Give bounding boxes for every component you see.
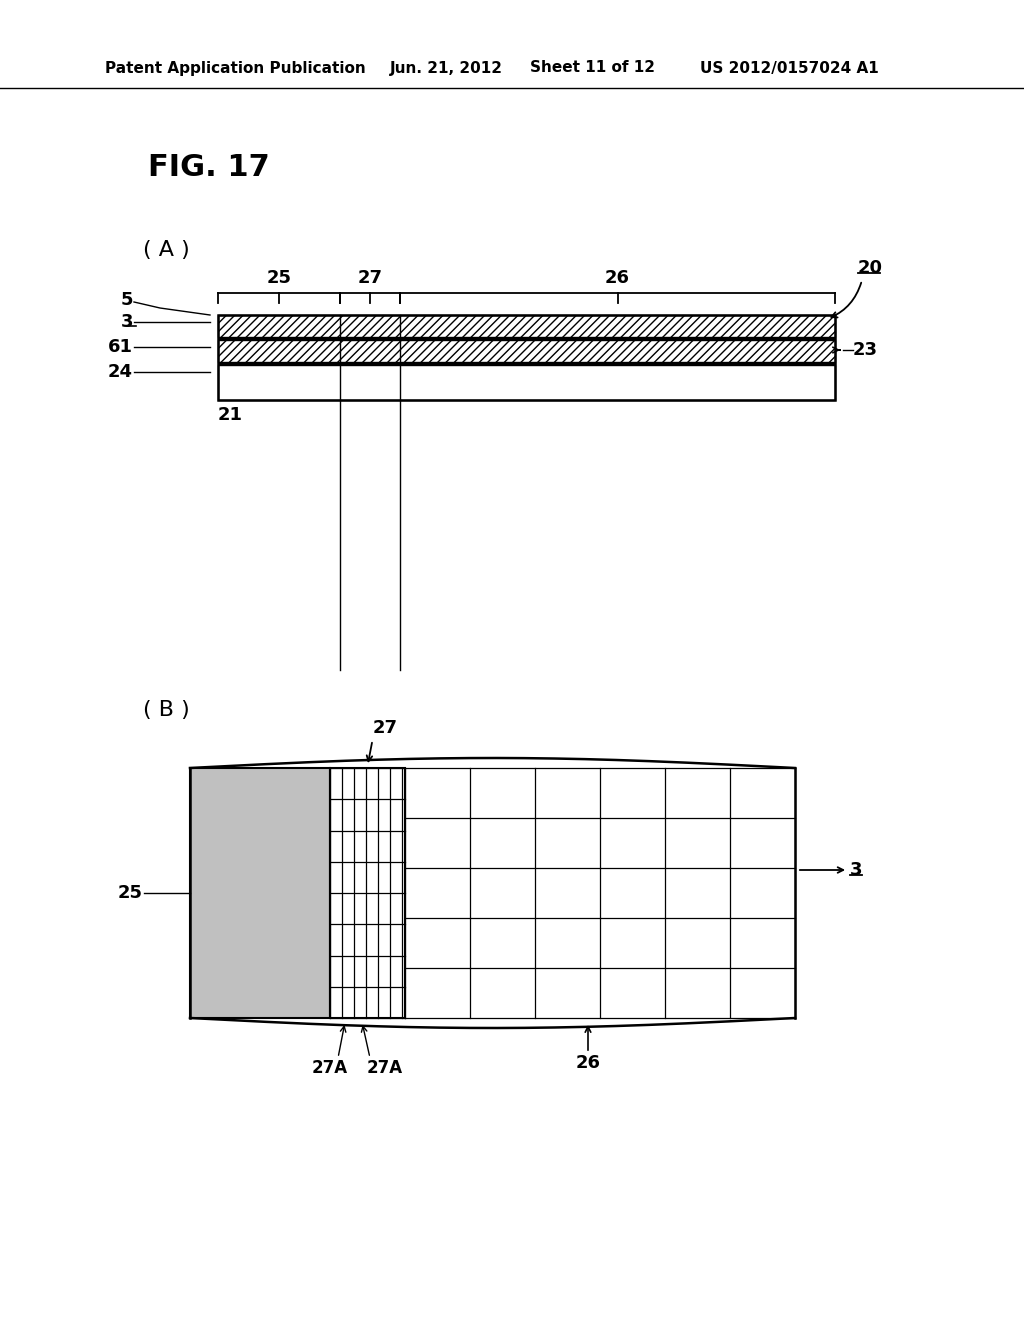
- Text: 61: 61: [108, 338, 133, 356]
- Text: ( B ): ( B ): [143, 700, 189, 719]
- Bar: [218, 315, 835, 337]
- Bar: [218, 341, 835, 362]
- Text: 21: 21: [218, 407, 243, 424]
- Text: Jun. 21, 2012: Jun. 21, 2012: [390, 61, 503, 75]
- Text: 20: 20: [858, 259, 883, 277]
- Bar: [218, 366, 835, 400]
- Text: 27: 27: [373, 719, 397, 737]
- Text: FIG. 17: FIG. 17: [148, 153, 269, 182]
- Text: US 2012/0157024 A1: US 2012/0157024 A1: [700, 61, 879, 75]
- Text: Sheet 11 of 12: Sheet 11 of 12: [530, 61, 655, 75]
- Text: Patent Application Publication: Patent Application Publication: [105, 61, 366, 75]
- Bar: [218, 337, 835, 341]
- Bar: [190, 768, 330, 1018]
- Text: 27: 27: [357, 269, 383, 286]
- Text: 24: 24: [108, 363, 133, 381]
- Text: 26: 26: [605, 269, 630, 286]
- Text: 27A: 27A: [367, 1059, 403, 1077]
- Text: 27A: 27A: [312, 1059, 348, 1077]
- Bar: [218, 362, 835, 366]
- Text: ( A ): ( A ): [143, 240, 189, 260]
- Bar: [330, 768, 406, 1018]
- Bar: [218, 315, 835, 400]
- Text: 25: 25: [266, 269, 292, 286]
- Text: 23: 23: [853, 341, 878, 359]
- Text: 3: 3: [121, 313, 133, 331]
- Text: 5: 5: [121, 290, 133, 309]
- Text: 3: 3: [850, 861, 862, 879]
- Text: 26: 26: [575, 1053, 600, 1072]
- Text: 25: 25: [118, 884, 143, 902]
